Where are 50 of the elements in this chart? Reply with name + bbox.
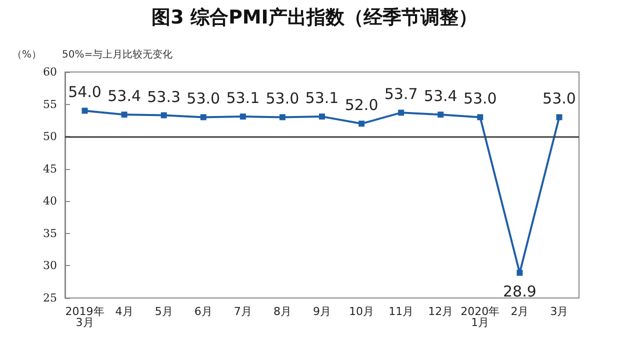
y-tick-label: 30 <box>43 259 57 272</box>
data-label: 52.0 <box>344 96 378 114</box>
data-label: 53.4 <box>108 87 142 106</box>
x-tick-label: 8月 <box>273 305 292 318</box>
y-tick-label: 55 <box>43 98 57 111</box>
data-label: 53.0 <box>266 90 300 108</box>
x-tick-label: 2月 <box>510 305 529 318</box>
point <box>279 114 286 120</box>
point <box>477 114 484 120</box>
x-tick-label: 5月 <box>154 305 173 318</box>
point <box>398 110 404 116</box>
x-tick-label: 4月 <box>115 305 134 318</box>
point <box>438 112 444 118</box>
x-tick-label: 11月 <box>388 305 414 318</box>
data-label: 53.0 <box>542 90 576 108</box>
y-tick-label: 25 <box>43 292 57 304</box>
x-tick-label: 2020年 1月 <box>460 305 500 329</box>
x-tick-label: 6月 <box>194 305 212 318</box>
data-label: 53.3 <box>147 88 181 106</box>
x-tick-label: 12月 <box>428 305 454 318</box>
x-tick-label: 9月 <box>313 305 331 318</box>
text: 50%=与上月比较无变化 <box>62 48 173 60</box>
point <box>240 114 246 120</box>
point <box>82 108 88 114</box>
data-label: 53.0 <box>463 90 497 108</box>
data-label: 53.1 <box>305 89 339 108</box>
data-label: 53.7 <box>384 85 418 104</box>
data-label: 53.4 <box>424 87 458 106</box>
x-tick-label: 3月 <box>550 305 568 318</box>
point <box>121 112 128 118</box>
y-tick-label: 35 <box>43 226 57 240</box>
y-axis-title: （%） <box>12 50 42 60</box>
point <box>516 270 523 276</box>
y-tick-label: 60 <box>43 66 57 78</box>
x-tick-label: 10月 <box>349 305 374 318</box>
x-tick-label: 2019年 3月 <box>65 305 104 329</box>
y-tick-label: 45 <box>43 162 57 176</box>
y-tick-label: 40 <box>43 194 57 208</box>
point <box>319 114 325 120</box>
y-tick-label: 50 <box>43 130 57 144</box>
chart-title: 图3 综合PMI产出指数（经季节调整） <box>152 6 478 28</box>
point <box>160 112 167 118</box>
point <box>200 114 206 120</box>
point <box>556 114 562 120</box>
data-label: 28.9 <box>502 282 536 300</box>
x-tick-label: 7月 <box>234 305 252 318</box>
data-label: 54.0 <box>68 83 102 102</box>
data-label: 53.0 <box>186 90 220 108</box>
data-label: 53.1 <box>226 89 260 108</box>
point <box>358 120 365 127</box>
